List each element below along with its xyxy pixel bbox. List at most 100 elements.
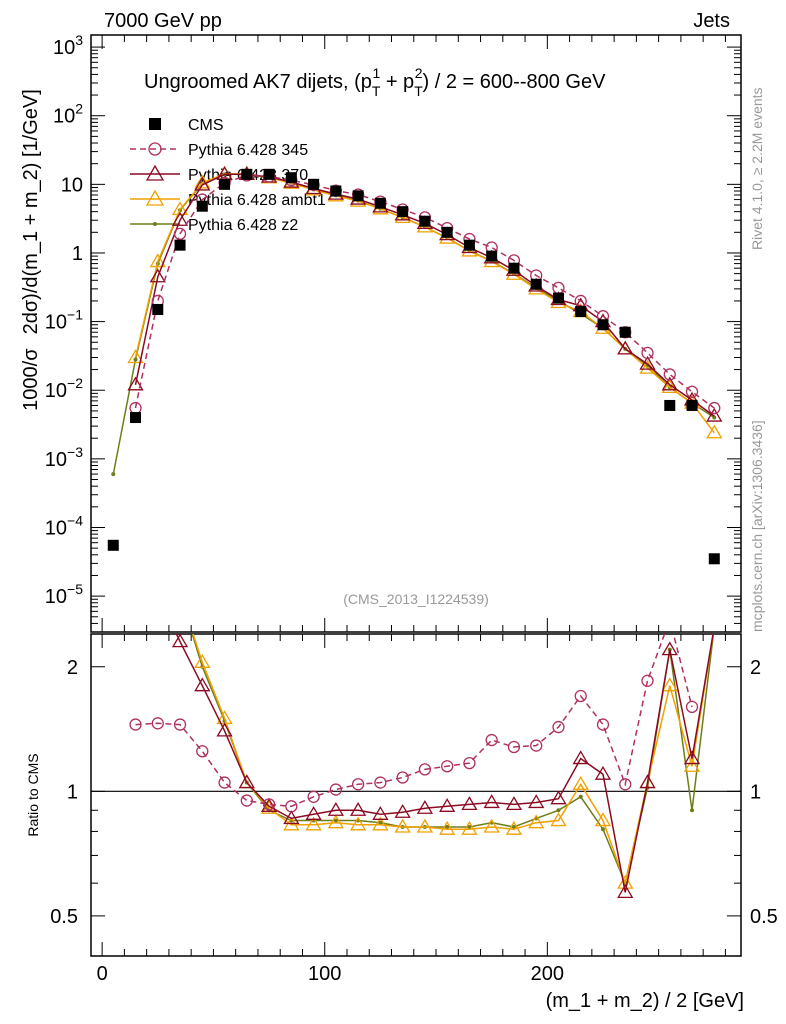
title-sub1: T xyxy=(372,83,381,99)
data-point xyxy=(149,253,166,268)
y-tick-label: 10−4 xyxy=(45,512,83,539)
ratio-data-point xyxy=(707,620,721,632)
legend-marker xyxy=(149,118,161,130)
ratio-data-point xyxy=(712,625,716,629)
y-tick-label: 10−1 xyxy=(45,307,83,334)
ratio-data-point xyxy=(333,818,338,823)
ratio-data-point xyxy=(661,677,678,692)
y-tick-label-exponent: 3 xyxy=(75,32,83,48)
data-point xyxy=(194,174,211,189)
ratio-data-point xyxy=(441,760,454,773)
data-point xyxy=(130,412,142,424)
y-tick-label-base: 10 xyxy=(45,380,67,402)
data-point xyxy=(330,185,342,197)
data-point xyxy=(575,306,587,318)
ratio-plot-frame xyxy=(90,633,742,957)
ratio-data-point xyxy=(262,798,276,811)
series-line xyxy=(134,173,715,434)
ratio-data-point xyxy=(552,720,565,734)
ratio-data-point xyxy=(511,824,516,829)
y-tick-label-base: 10 xyxy=(45,449,67,471)
y-tick-label: 1 xyxy=(72,243,83,265)
title-post: ) / 2 = 600--800 GeV xyxy=(423,71,607,93)
ratio-data-point xyxy=(463,756,476,770)
beam-label: 7000 GeV pp xyxy=(104,10,222,32)
ratio-data-point xyxy=(129,718,142,731)
ratio-data-point xyxy=(129,587,143,599)
ratio-data-point xyxy=(374,776,387,789)
data-point xyxy=(196,200,208,212)
data-point xyxy=(219,178,231,190)
data-point xyxy=(685,385,699,398)
ratio-data-point xyxy=(327,801,344,816)
ratio-data-point xyxy=(596,718,610,731)
legend-label: Pythia 6.428 345 xyxy=(188,142,308,159)
ratio-data-point xyxy=(619,778,632,791)
ratio-data-point xyxy=(507,740,521,754)
y-tick-label: 10 xyxy=(61,174,83,196)
ratio-data-point xyxy=(194,677,211,692)
data-point xyxy=(706,424,723,439)
data-point xyxy=(129,401,142,415)
y-tick-label-exponent: −2 xyxy=(67,375,83,391)
x-tick-label: 200 xyxy=(531,963,564,985)
title-pre: Ungroomed AK7 dijets, (p xyxy=(144,71,372,93)
mcplots-source: mcplots.cern.ch [arXiv:1306.3436] xyxy=(749,420,765,632)
y-tick-label: 103 xyxy=(53,32,83,59)
x-tick-label: 100 xyxy=(308,963,341,985)
ratio-data-point xyxy=(683,750,701,765)
ratio-series-line xyxy=(191,634,715,886)
y-tick-label-exponent: −4 xyxy=(67,512,83,528)
ratio-data-point xyxy=(690,808,695,813)
ratio-data-point xyxy=(238,774,255,789)
ratio-data-point xyxy=(483,818,500,833)
ratio-data-point xyxy=(556,808,561,813)
data-point xyxy=(152,304,164,316)
ratio-data-point xyxy=(285,800,298,813)
legend-marker xyxy=(153,222,157,226)
data-point xyxy=(712,415,717,420)
ratio-y-axis-label: Ratio to CMS xyxy=(25,753,41,836)
data-point xyxy=(708,553,720,565)
ratio-series-line xyxy=(192,634,714,886)
ratio-data-point xyxy=(483,794,500,809)
y-tick-label-exponent: −3 xyxy=(67,444,83,460)
ratio-y-tick-label: 1 xyxy=(67,781,78,803)
ratio-data-point xyxy=(240,794,253,807)
ratio-data-point xyxy=(572,750,589,765)
ratio-data-point xyxy=(416,818,434,833)
ratio-data-point xyxy=(196,745,209,758)
legend-marker xyxy=(148,142,162,156)
ratio-data-point xyxy=(639,774,656,789)
y-tick-label-base: 10 xyxy=(53,37,75,59)
data-point xyxy=(174,239,186,251)
ratio-data-point xyxy=(600,827,605,832)
ratio-data-point xyxy=(216,722,233,737)
data-point xyxy=(508,262,520,274)
data-point xyxy=(419,215,431,227)
data-point xyxy=(664,399,676,411)
process-label: Jets xyxy=(693,10,730,32)
ratio-data-point xyxy=(194,654,211,668)
data-point xyxy=(552,292,564,304)
ratio-data-point xyxy=(327,814,344,829)
title-sup1: 1 xyxy=(372,65,380,81)
ratio-data-point xyxy=(550,790,567,805)
ratio-data-point xyxy=(617,884,634,899)
ratio-data-point xyxy=(416,799,434,814)
title-mid: + p xyxy=(380,71,414,93)
y-tick-label-base: 10 xyxy=(45,312,67,334)
data-point xyxy=(530,278,542,290)
ratio-data-point xyxy=(173,587,187,599)
y-axis-label: 1000/σ 2dσ)/d(m_1 + m_2) [1/GeV] xyxy=(20,89,42,411)
data-point xyxy=(663,368,676,381)
ratio-data-point xyxy=(707,620,721,632)
data-point xyxy=(263,168,275,180)
ratio-data-point xyxy=(661,641,678,656)
y-tick-label-exponent: −1 xyxy=(67,307,83,323)
data-point xyxy=(285,172,297,184)
data-point xyxy=(397,206,409,218)
y-axis-label-a: 1000/σ xyxy=(20,348,42,411)
